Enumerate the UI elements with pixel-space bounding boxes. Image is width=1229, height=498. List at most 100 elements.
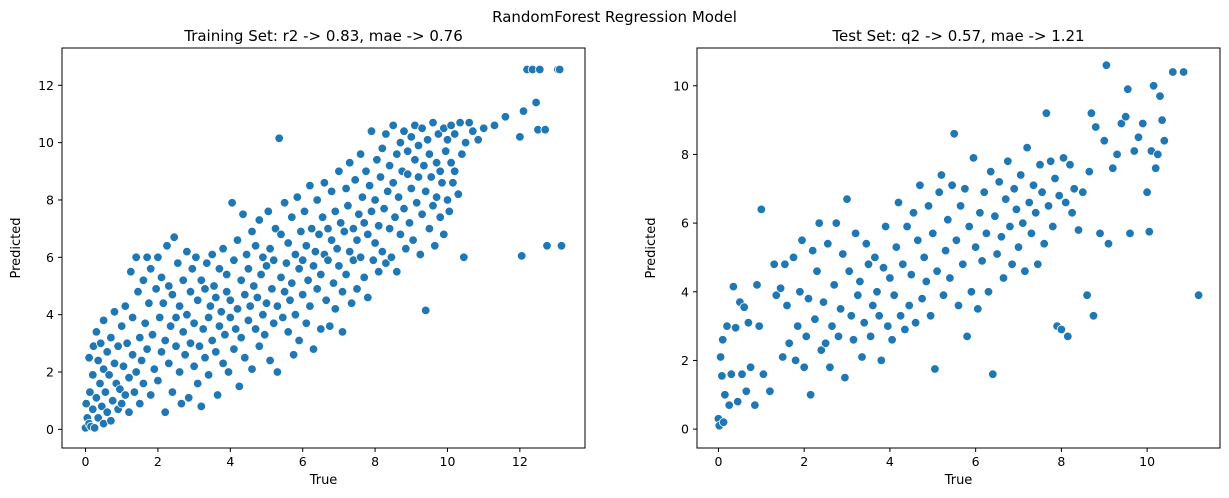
train-point — [135, 398, 145, 409]
train-point — [377, 246, 388, 257]
test-x-tick-label: 8 — [1057, 454, 1065, 469]
train-point — [312, 195, 322, 205]
test-point — [962, 331, 972, 342]
test-point — [754, 321, 764, 331]
test-point — [1058, 153, 1069, 163]
train-point — [319, 178, 330, 188]
test-point — [782, 300, 792, 311]
train-point — [399, 126, 409, 136]
train-point — [346, 298, 357, 308]
test-point — [986, 166, 996, 177]
test-point — [1084, 166, 1095, 177]
test-point — [717, 371, 727, 381]
train-point — [430, 241, 440, 251]
train-point — [156, 347, 167, 357]
train-point — [189, 361, 199, 372]
test-point — [1129, 146, 1140, 156]
train-point — [531, 97, 541, 108]
train-point — [247, 226, 257, 237]
train-point — [243, 315, 254, 326]
train-point — [287, 212, 297, 222]
test-point — [1069, 184, 1079, 194]
train-point — [174, 301, 185, 311]
train-point — [444, 206, 455, 217]
train-point — [89, 423, 100, 433]
test-point — [966, 287, 977, 297]
train-point — [542, 241, 552, 251]
test-point — [943, 214, 953, 225]
test-point — [730, 323, 741, 333]
test-point — [1065, 159, 1075, 170]
train-point — [85, 387, 95, 397]
train-point — [339, 226, 350, 237]
test-point — [1026, 228, 1037, 239]
train-point — [316, 324, 326, 334]
test-y-tick-label: 8 — [681, 147, 689, 162]
test-point — [1022, 142, 1032, 153]
test-point — [1095, 228, 1105, 239]
train-point — [160, 407, 170, 417]
test-point — [988, 369, 998, 379]
test-point — [904, 300, 914, 311]
train-point — [98, 364, 109, 374]
train-point — [433, 129, 444, 139]
test-point — [968, 153, 979, 163]
train-point — [232, 304, 243, 314]
train-x-tick-label: 12 — [512, 454, 528, 469]
test-point — [930, 364, 940, 374]
train-point — [328, 278, 339, 288]
train-point — [274, 133, 284, 144]
test-point — [1043, 201, 1054, 211]
train-point — [216, 307, 227, 317]
test-point — [818, 297, 829, 307]
train-point — [124, 407, 134, 417]
test-point — [741, 386, 752, 397]
train-point — [370, 238, 380, 248]
test-point — [750, 400, 760, 410]
test-point — [820, 338, 831, 349]
test-point — [816, 345, 827, 355]
train-point — [95, 378, 105, 389]
train-point — [136, 355, 147, 366]
test-point — [799, 362, 809, 373]
test-point — [726, 369, 737, 379]
train-point — [182, 246, 192, 257]
test-point — [994, 177, 1004, 187]
train-point — [254, 341, 264, 351]
train-point — [258, 310, 268, 320]
train-point — [84, 353, 94, 363]
train-point — [298, 289, 308, 300]
train-point — [116, 398, 127, 409]
train-point — [178, 327, 188, 337]
train-point — [147, 330, 158, 340]
test-point — [1073, 225, 1084, 235]
test-point — [808, 245, 818, 256]
train-point — [185, 338, 196, 349]
train-point — [305, 301, 315, 311]
test-point — [977, 256, 987, 266]
train-point — [115, 384, 125, 394]
test-point — [902, 221, 912, 232]
train-point — [296, 226, 306, 237]
test-point — [868, 300, 878, 311]
train-point — [312, 284, 322, 294]
train-point — [294, 335, 304, 346]
train-point — [207, 249, 217, 260]
train-point — [337, 287, 348, 297]
train-point — [341, 183, 351, 194]
test-point — [1157, 115, 1167, 125]
train-point — [308, 261, 319, 271]
train-point — [435, 212, 445, 222]
test-plot-title: Test Set: q2 -> 0.57, mae -> 1.21 — [831, 27, 1084, 45]
test-point — [1120, 111, 1131, 122]
train-point — [265, 355, 275, 366]
test-point — [874, 311, 884, 321]
train-point — [183, 393, 194, 403]
test-point — [865, 331, 876, 342]
test-point — [1067, 208, 1077, 218]
test-point — [1035, 159, 1045, 170]
train-point — [198, 324, 208, 334]
train-point — [100, 387, 111, 397]
test-point — [945, 273, 955, 283]
test-point — [752, 280, 762, 290]
